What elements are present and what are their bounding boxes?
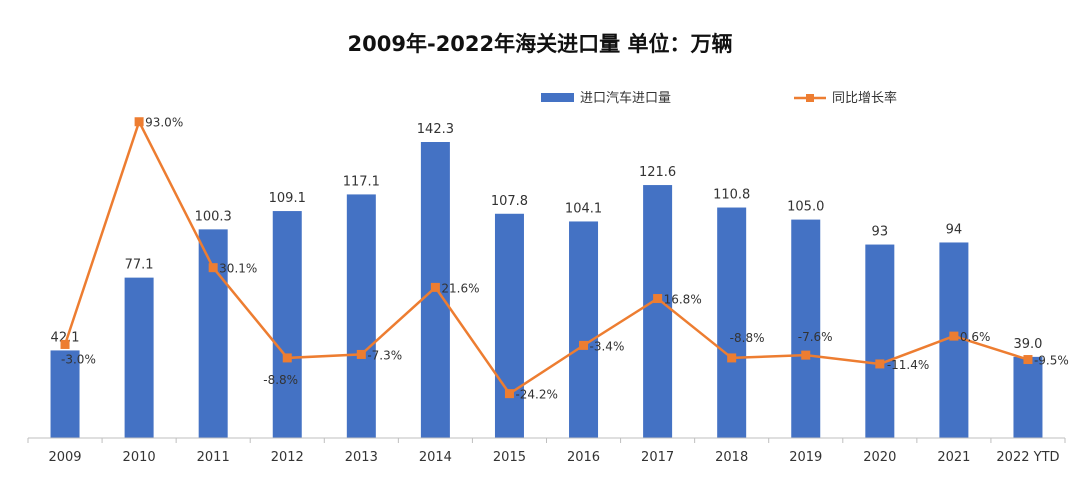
- growth-value-label: -9.5%: [1034, 354, 1069, 368]
- growth-value-label: -7.3%: [367, 348, 402, 362]
- bar: [569, 221, 599, 438]
- growth-value-label: -8.8%: [263, 373, 298, 387]
- bar-value-label: 94: [946, 222, 963, 237]
- bar-value-label: 110.8: [713, 188, 750, 203]
- bar-value-label: 142.3: [417, 122, 454, 137]
- x-tick-label: 2014: [419, 450, 452, 465]
- growth-value-label: -24.2%: [515, 388, 557, 402]
- x-tick-label: 2012: [271, 450, 304, 465]
- bar: [1013, 356, 1043, 438]
- x-tick-label: 2019: [789, 450, 822, 465]
- bar-value-label: 93: [872, 225, 889, 240]
- growth-point: [356, 349, 366, 359]
- growth-line: [63, 118, 1029, 396]
- growth-point: [727, 353, 737, 363]
- bar: [643, 185, 673, 438]
- growth-value-label: 93.0%: [145, 116, 183, 130]
- x-tick-label: 2017: [641, 450, 674, 465]
- growth-point: [1023, 355, 1033, 365]
- bar: [865, 244, 895, 438]
- growth-value-label: 30.1%: [219, 262, 257, 276]
- bar-value-label: 39.0: [1013, 337, 1042, 352]
- x-tick-label: 2020: [863, 450, 896, 465]
- x-tick-label: 2015: [493, 450, 526, 465]
- growth-value-label: -11.4%: [887, 358, 929, 372]
- x-axis: 2009 2010 2011 2012 2013 2014 2015 2016 2017 2018…: [27, 437, 1066, 465]
- growth-point: [208, 263, 218, 273]
- growth-point: [949, 331, 959, 341]
- bar-value-label: 77.1: [125, 258, 154, 273]
- growth-value-label: -7.6%: [798, 330, 833, 344]
- growth-point: [60, 339, 70, 349]
- legend-swatch-bar: [541, 93, 574, 102]
- x-tick-label: 2021: [937, 450, 970, 465]
- growth-value-label: 16.8%: [664, 293, 702, 307]
- growth-point: [579, 340, 589, 350]
- growth-point: [504, 389, 514, 399]
- growth-value-label: -8.8%: [730, 331, 765, 345]
- x-tick-label: 2016: [567, 450, 600, 465]
- growth-value-label: -3.0%: [61, 352, 96, 366]
- bar-value-label: 42.1: [51, 330, 80, 345]
- bar-value-label: 100.3: [195, 209, 232, 224]
- legend-label-line: 同比增长率: [832, 90, 897, 106]
- growth-value-label: -3.4%: [590, 339, 625, 353]
- growth-value-label: 0.6%: [960, 330, 991, 344]
- x-tick-label: 2018: [715, 450, 748, 465]
- x-tick-label: 2022 YTD: [996, 450, 1059, 465]
- x-tick-label: 2010: [123, 450, 156, 465]
- growth-line-series: -3.0% 93.0% 30.1% -8.8% -7.3% 21.6% -24.2% -3.4…: [60, 116, 1069, 402]
- bar-value-label: 107.8: [491, 194, 528, 209]
- x-tick-label: 2009: [48, 450, 81, 465]
- chart-title: 2009年-2022年海关进口量 单位：万辆: [347, 32, 733, 56]
- bar: [717, 207, 747, 438]
- bar: [494, 213, 524, 438]
- bar: [346, 194, 376, 438]
- growth-point: [430, 282, 440, 292]
- bar: [791, 219, 821, 438]
- legend-label-bar: 进口汽车进口量: [580, 90, 671, 106]
- growth-point: [134, 117, 144, 127]
- bar-value-label: 104.1: [565, 201, 602, 216]
- legend-swatch-marker: [806, 94, 814, 102]
- growth-point: [653, 294, 663, 304]
- bar-value-label: 109.1: [269, 191, 306, 206]
- growth-point: [282, 353, 292, 363]
- growth-point: [875, 359, 885, 369]
- x-tick-label: 2011: [197, 450, 230, 465]
- bar: [272, 211, 302, 438]
- bar: [198, 229, 228, 438]
- bar: [50, 350, 80, 438]
- x-tick-label: 2013: [345, 450, 378, 465]
- bar-value-label: 105.0: [787, 200, 824, 215]
- growth-value-label: 21.6%: [441, 281, 479, 295]
- bar: [124, 277, 154, 438]
- bar-value-label: 121.6: [639, 165, 676, 180]
- growth-point: [801, 350, 811, 360]
- bar-value-label: 117.1: [343, 174, 380, 189]
- legend: 进口汽车进口量 同比增长率: [541, 90, 897, 106]
